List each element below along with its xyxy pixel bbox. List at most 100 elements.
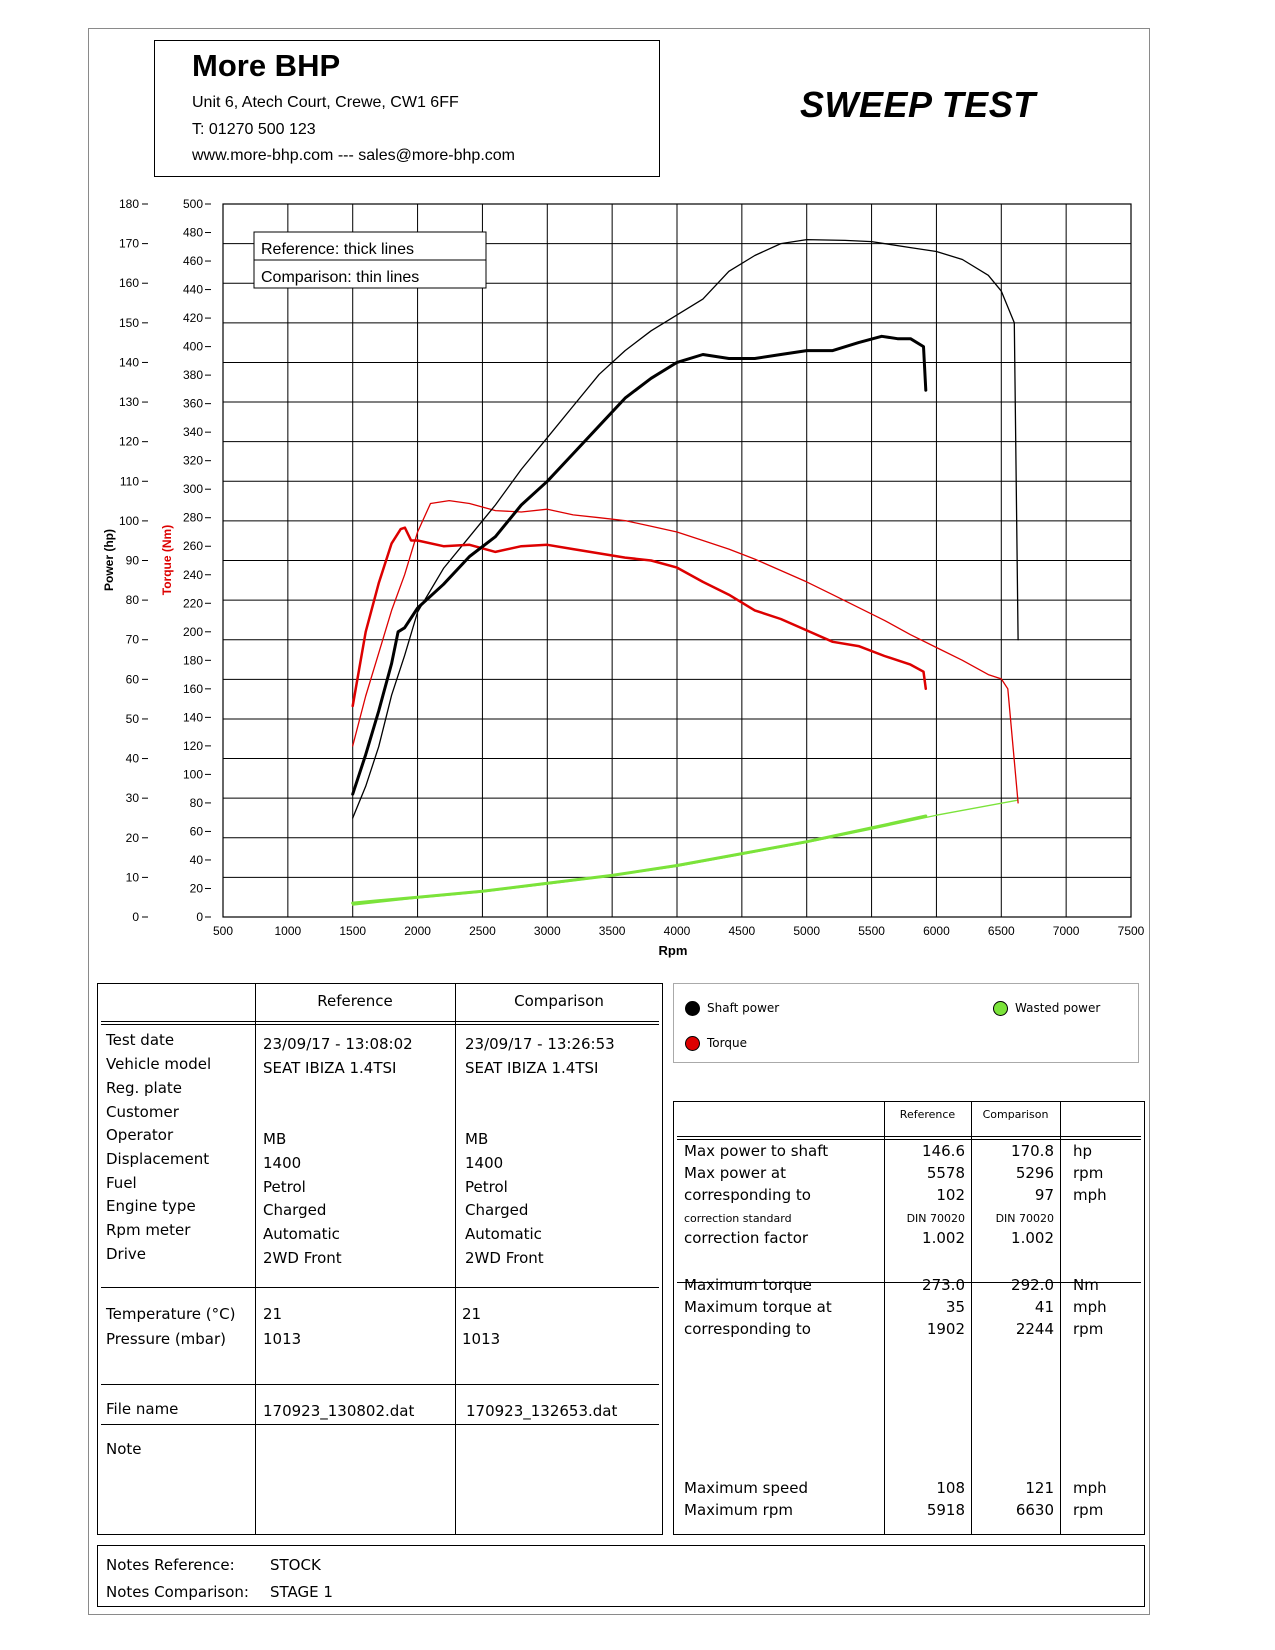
- result-label: Max power to shaft: [684, 1142, 829, 1160]
- power-tick-label: 120: [119, 435, 139, 449]
- result-ref-value: 102: [936, 1186, 965, 1204]
- info-ref-value: 2WD Front: [263, 1249, 342, 1267]
- result-cmp-value: 6630: [1015, 1501, 1054, 1519]
- info-ref-value: 23/09/17 - 13:08:02: [263, 1035, 413, 1053]
- info-label: Rpm meter: [106, 1221, 191, 1239]
- torque-tick-label: 300: [183, 482, 203, 496]
- result-unit: rpm: [1073, 1320, 1104, 1338]
- series-cmp-torque: [352, 499, 1019, 804]
- torque-tick-label: 120: [183, 739, 203, 753]
- torque-tick-label: 20: [190, 881, 204, 895]
- power-tick-label: 60: [126, 672, 140, 686]
- info-cmp-value: Petrol: [465, 1178, 508, 1196]
- torque-tick-label: 400: [183, 340, 203, 354]
- notes-reference-label: Notes Reference:: [106, 1556, 235, 1574]
- power-tick-label: 40: [126, 752, 140, 766]
- torque-swatch: [685, 1036, 700, 1051]
- result-ref-value: 146.6: [922, 1142, 965, 1160]
- results-col-reference: Reference: [899, 1108, 956, 1121]
- power-tick-label: 50: [126, 712, 140, 726]
- torque-tick-label: 40: [190, 853, 204, 867]
- shaft-power-swatch: [685, 1001, 700, 1016]
- env-label-temperature: Temperature (°C): [106, 1305, 236, 1323]
- torque-tick-label: 180: [183, 653, 203, 667]
- info-label: Drive: [106, 1245, 146, 1263]
- x-tick-label: 2500: [469, 924, 496, 938]
- torque-tick-label: 420: [183, 311, 203, 325]
- result-label: corresponding to: [684, 1186, 811, 1204]
- company-web: www.more-bhp.com --- sales@more-bhp.com: [192, 147, 515, 164]
- result-label: Max power at: [684, 1164, 786, 1182]
- power-axis-label: Power (hp): [102, 529, 116, 591]
- series-ref-torque: [351, 526, 928, 708]
- plot-frame: [222, 203, 1132, 918]
- info-label: Operator: [106, 1126, 174, 1144]
- torque-tick-label: 260: [183, 539, 203, 553]
- series-ref-wasted: [351, 814, 928, 905]
- x-tick-label: 4000: [664, 924, 691, 938]
- torque-tick-label: 100: [183, 767, 203, 781]
- power-tick-label: 20: [126, 831, 140, 845]
- info-cmp-value: MB: [465, 1130, 489, 1148]
- env-cmp-pressure: 1013: [462, 1330, 501, 1348]
- x-tick-label: 2000: [404, 924, 431, 938]
- info-label: Reg. plate: [106, 1079, 183, 1097]
- info-cmp-value: 1400: [465, 1154, 504, 1172]
- torque-tick-label: 460: [183, 254, 203, 268]
- info-label: Vehicle model: [106, 1055, 212, 1073]
- result-cmp-value: 292.0: [1011, 1276, 1054, 1294]
- result-cmp-value: 41: [1034, 1298, 1054, 1316]
- result-ref-value: 35: [945, 1298, 965, 1316]
- series-cmp-power: [352, 238, 1019, 819]
- x-tick-label: 6000: [923, 924, 950, 938]
- result-label: Maximum torque at: [684, 1298, 832, 1316]
- power-tick-label: 0: [132, 910, 139, 924]
- power-tick-label: 30: [126, 791, 140, 805]
- torque-tick-label: 140: [183, 710, 203, 724]
- result-cmp-value: DIN 70020: [995, 1212, 1054, 1225]
- info-cmp-value: SEAT IBIZA 1.4TSI: [465, 1059, 599, 1077]
- info-cmp-value: Automatic: [465, 1225, 542, 1243]
- result-ref-value: 5918: [926, 1501, 965, 1519]
- x-tick-label: 6500: [988, 924, 1015, 938]
- power-tick-label: 130: [119, 395, 139, 409]
- notes-box: [97, 1545, 1145, 1607]
- torque-tick-label: 240: [183, 568, 203, 582]
- info-ref-value: MB: [263, 1130, 287, 1148]
- result-unit: mph: [1073, 1298, 1107, 1316]
- torque-tick-label: 480: [183, 226, 203, 240]
- info-label: Displacement: [106, 1150, 210, 1168]
- result-cmp-value: 170.8: [1011, 1142, 1054, 1160]
- company-phone: T: 01270 500 123: [192, 121, 316, 138]
- torque-tick-label: 80: [190, 796, 204, 810]
- info-table: [97, 983, 663, 1535]
- notes-comparison-label: Notes Comparison:: [106, 1583, 249, 1601]
- legend-shaft-power: Shaft power: [707, 1001, 780, 1015]
- power-tick-label: 170: [119, 237, 139, 251]
- info-label: Fuel: [106, 1174, 137, 1192]
- x-tick-label: 500: [213, 924, 233, 938]
- results-col-comparison: Comparison: [982, 1108, 1049, 1121]
- legend-comparison-note: Comparison: thin lines: [261, 269, 419, 286]
- note-label: Note: [106, 1440, 142, 1458]
- power-tick-label: 160: [119, 276, 139, 290]
- x-tick-label: 7000: [1053, 924, 1080, 938]
- series-ref-power: [351, 334, 928, 796]
- x-tick-label: 5000: [793, 924, 820, 938]
- result-unit: mph: [1073, 1186, 1107, 1204]
- x-tick-label: 3500: [599, 924, 626, 938]
- file-name-label: File name: [106, 1400, 179, 1418]
- result-label: Maximum speed: [684, 1479, 808, 1497]
- env-label-pressure: Pressure (mbar): [106, 1330, 227, 1348]
- x-tick-label: 7500: [1118, 924, 1145, 938]
- torque-tick-label: 380: [183, 368, 203, 382]
- torque-tick-label: 160: [183, 682, 203, 696]
- torque-tick-label: 200: [183, 625, 203, 639]
- info-ref-value: Charged: [263, 1201, 327, 1219]
- x-tick-label: 5500: [858, 924, 885, 938]
- torque-tick-label: 0: [196, 910, 203, 924]
- result-label: Maximum rpm: [684, 1501, 793, 1519]
- legend-reference-note: Reference: thick lines: [261, 241, 414, 258]
- table-col-reference: Reference: [317, 992, 393, 1010]
- wasted-power-swatch: [993, 1001, 1008, 1016]
